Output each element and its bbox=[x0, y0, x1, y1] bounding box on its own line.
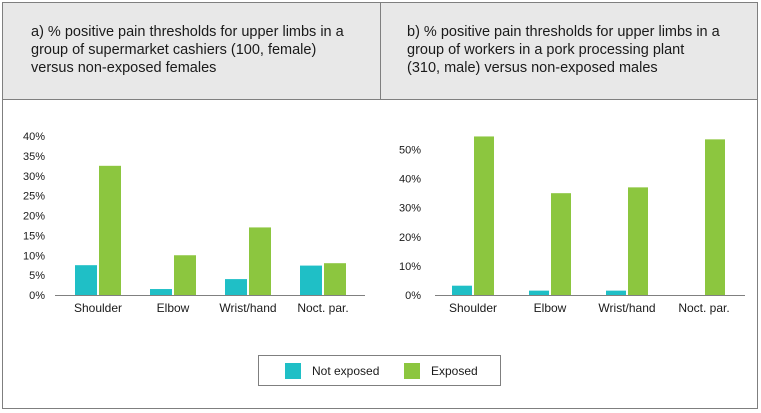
legend: Not exposed Exposed bbox=[258, 355, 501, 386]
chart-a-ytick-label: 5% bbox=[29, 270, 45, 282]
chart-b-ytick-label: 30% bbox=[399, 203, 421, 215]
chart-b-bar-exposed bbox=[628, 187, 648, 295]
chart-b-bar-exposed bbox=[474, 136, 494, 295]
chart-a-bar-not-exposed bbox=[225, 279, 247, 295]
chart-a-bar-exposed bbox=[324, 263, 346, 295]
panel-b-title: b) % positive pain thresholds for upper … bbox=[407, 24, 720, 76]
header-divider bbox=[380, 3, 381, 99]
chart-b-bar-not-exposed bbox=[529, 290, 549, 295]
chart-a-bar-not-exposed bbox=[150, 289, 172, 295]
chart-b-category-label: Noct. par. bbox=[678, 301, 729, 315]
chart-a-ytick-label: 15% bbox=[23, 230, 45, 242]
header-band: a) % positive pain thresholds for upper … bbox=[3, 3, 757, 100]
chart-a-bar-not-exposed bbox=[75, 265, 97, 295]
chart-b-bar-exposed bbox=[705, 139, 725, 295]
legend-swatch-exposed bbox=[404, 363, 420, 379]
legend-label-not-exposed: Not exposed bbox=[312, 364, 380, 378]
chart-b-category-label: Wrist/hand bbox=[598, 301, 655, 315]
chart-b-category-label: Elbow bbox=[534, 301, 567, 315]
chart-b-ytick-label: 40% bbox=[399, 174, 421, 186]
chart-a-category-label: Elbow bbox=[157, 301, 190, 315]
chart-a-ytick-label: 0% bbox=[29, 290, 45, 302]
chart-b-ytick-label: 50% bbox=[399, 145, 421, 157]
chart-a-ytick-label: 10% bbox=[23, 250, 45, 262]
chart-b-bar-not-exposed bbox=[452, 285, 472, 295]
chart-b-bar-not-exposed bbox=[606, 290, 626, 295]
chart-b-ytick-label: 20% bbox=[399, 232, 421, 244]
chart-a-bar-exposed bbox=[174, 255, 196, 295]
chart-a-ytick-label: 40% bbox=[23, 131, 45, 143]
chart-b-ytick-label: 10% bbox=[399, 261, 421, 273]
panel-a-title: a) % positive pain thresholds for upper … bbox=[31, 24, 344, 76]
chart-a-bar-exposed bbox=[99, 165, 121, 295]
chart-a-ytick-label: 30% bbox=[23, 171, 45, 183]
chart-b-bar-exposed bbox=[551, 193, 571, 295]
legend-item-not-exposed: Not exposed bbox=[285, 363, 379, 379]
legend-swatch-not-exposed bbox=[285, 363, 301, 379]
legend-item-exposed: Exposed bbox=[404, 363, 478, 379]
chart-a-ytick-label: 35% bbox=[23, 151, 45, 163]
chart-b-category-label: Shoulder bbox=[449, 301, 497, 315]
legend-label-exposed: Exposed bbox=[431, 364, 478, 378]
chart-a-category-label: Wrist/hand bbox=[219, 301, 276, 315]
chart-a-category-label: Noct. par. bbox=[297, 301, 348, 315]
chart-a-bar-exposed bbox=[249, 227, 271, 295]
chart-a-category-label: Shoulder bbox=[74, 301, 122, 315]
chart-b-ytick-label: 0% bbox=[405, 290, 421, 302]
chart-a-bar-not-exposed bbox=[300, 265, 322, 295]
chart-a-ytick-label: 20% bbox=[23, 211, 45, 223]
chart-a-ytick-label: 25% bbox=[23, 191, 45, 203]
